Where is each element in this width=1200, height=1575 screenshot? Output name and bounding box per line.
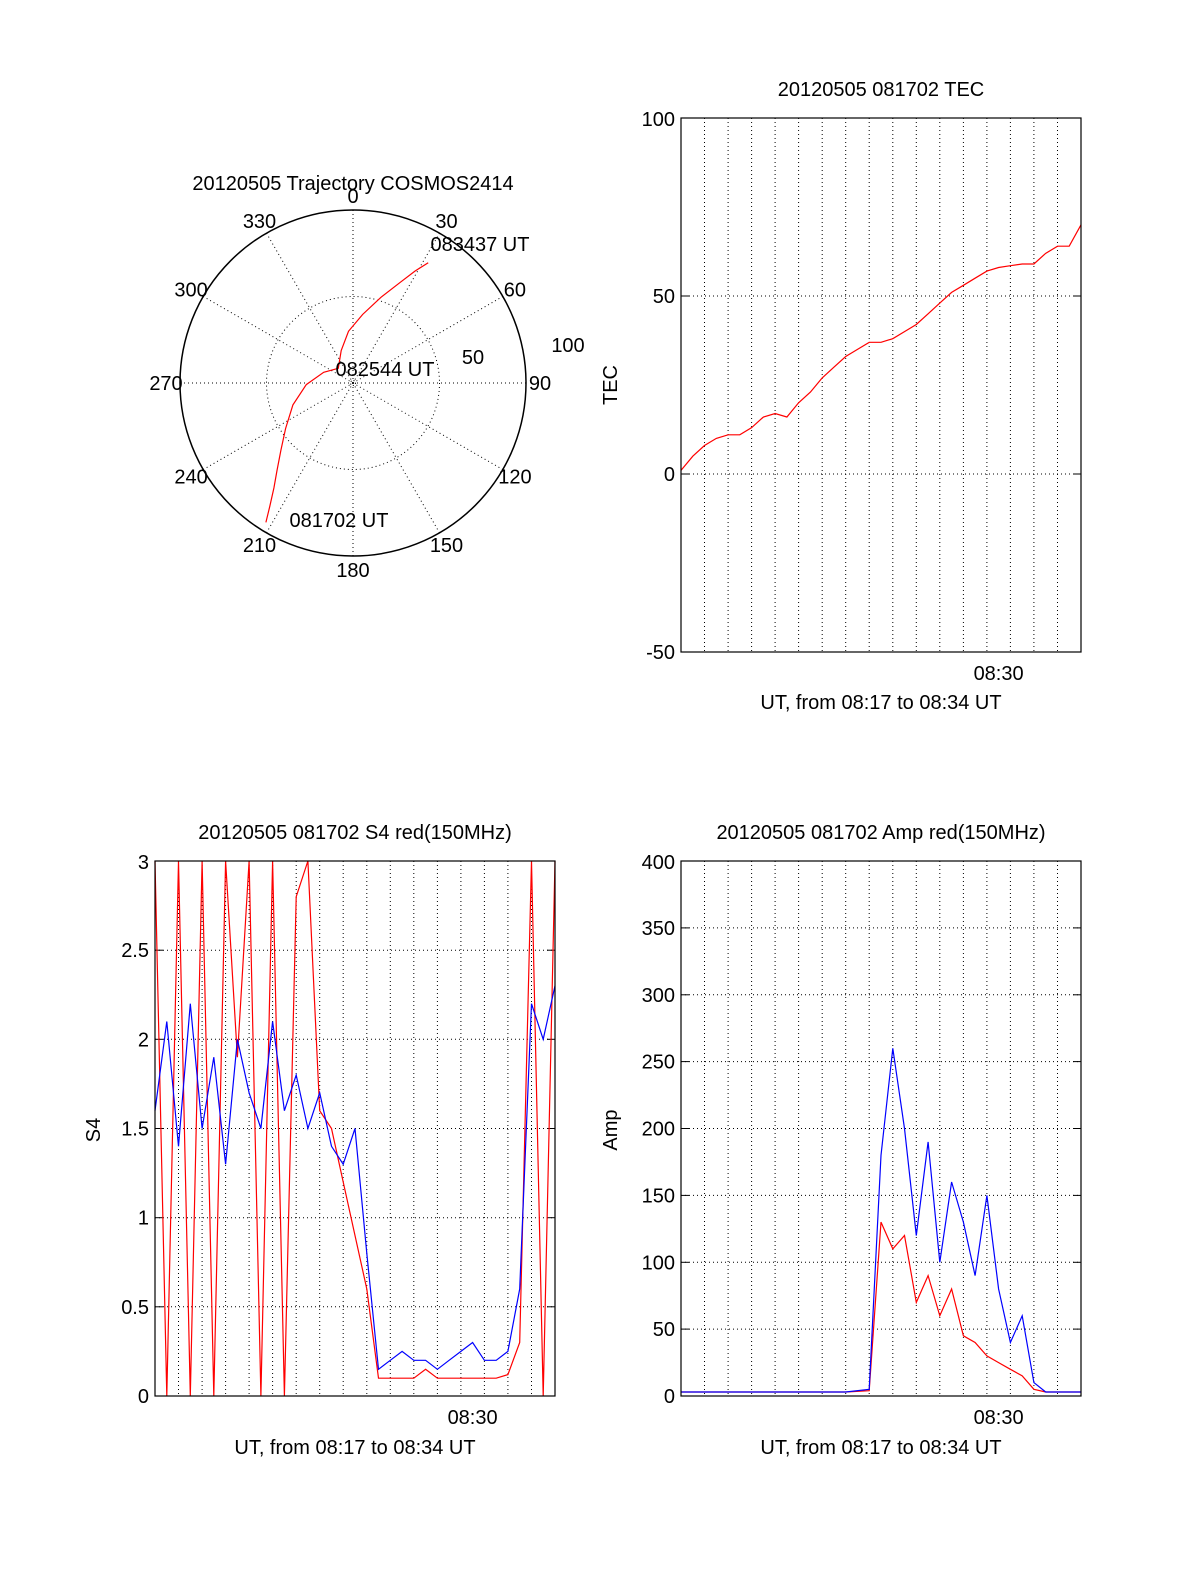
polar-time-annotation: 082544 UT — [336, 359, 435, 381]
polar-spoke — [352, 382, 504, 470]
tec-ytick-label: 0 — [664, 464, 675, 486]
polar-trajectory-line — [265, 262, 429, 523]
polar-radial-label: 100 — [551, 335, 584, 357]
s4-ylabel: S4 — [83, 1118, 105, 1142]
s4-plot: 20120505 081702 S4 red(150MHz) UT, from … — [83, 822, 556, 1459]
polar-time-annotation: 083437 UT — [431, 234, 530, 256]
amp-series-line — [681, 1221, 1081, 1393]
amp-ylabel: Amp — [600, 1109, 622, 1150]
polar-angle-label: 150 — [430, 535, 463, 557]
polar-angle-label: 180 — [336, 560, 369, 582]
amp-ytick-label: 200 — [642, 1119, 675, 1141]
s4-ytick-label: 0 — [138, 1386, 149, 1408]
amp-title: 20120505 081702 Amp red(150MHz) — [716, 822, 1045, 844]
tec-ylabel: TEC — [600, 365, 622, 405]
s4-series-line — [154, 860, 556, 1397]
polar-angle-label: 300 — [174, 280, 207, 302]
polar-outer-ring — [179, 209, 527, 557]
amp-ytick-label: 350 — [642, 918, 675, 940]
amp-axes-frame — [680, 860, 1082, 1397]
amp-ytick-label: 300 — [642, 985, 675, 1007]
s4-ytick-label: 1.5 — [121, 1119, 149, 1141]
polar-center-ring — [350, 380, 356, 386]
s4-ytick-label: 1 — [138, 1208, 149, 1230]
polar-angle-label: 0 — [347, 186, 358, 208]
polar-trajectory-plot: 20120505 Trajectory COSMOS2414 0 30 60 90 12… — [149, 173, 584, 582]
amp-xtick-label: 08:30 — [974, 1407, 1024, 1429]
polar-angle-label: 120 — [498, 467, 531, 489]
tec-axes-frame — [680, 117, 1082, 653]
tec-ytick-label: 100 — [642, 109, 675, 131]
amp-ytick-label: 100 — [642, 1252, 675, 1274]
tec-title: 20120505 081702 TEC — [778, 79, 984, 101]
amp-series-line — [681, 1048, 1081, 1393]
amp-ytick-label: 150 — [642, 1185, 675, 1207]
polar-angle-label: 210 — [243, 535, 276, 557]
amp-ytick-label: 0 — [664, 1386, 675, 1408]
tec-xlabel: UT, from 08:17 to 08:34 UT — [760, 692, 1001, 714]
tec-ytick-label: -50 — [646, 642, 675, 664]
polar-spoke — [266, 232, 354, 384]
s4-ytick-label: 0.5 — [121, 1297, 149, 1319]
polar-angle-label: 240 — [174, 467, 207, 489]
s4-xtick-label: 08:30 — [448, 1407, 498, 1429]
s4-series-line — [154, 985, 556, 1371]
polar-spoke — [352, 382, 440, 534]
tec-xtick-label: 08:30 — [974, 663, 1024, 685]
s4-axes-frame — [154, 860, 556, 1397]
tec-plot: 20120505 081702 TEC UT, from 08:17 to 08… — [600, 79, 1082, 714]
polar-ring — [266, 296, 440, 470]
s4-ytick-label: 2 — [138, 1029, 149, 1051]
amp-ytick-label: 50 — [653, 1319, 675, 1341]
polar-angle-label: 60 — [504, 280, 526, 302]
polar-spoke — [352, 296, 504, 384]
polar-spoke — [352, 232, 440, 384]
polar-spoke — [202, 382, 354, 470]
amp-ytick-label: 400 — [642, 852, 675, 874]
polar-angle-label: 30 — [435, 211, 457, 233]
polar-radial-label: 50 — [462, 347, 484, 369]
polar-title: 20120505 Trajectory COSMOS2414 — [192, 173, 513, 195]
amp-xlabel: UT, from 08:17 to 08:34 UT — [760, 1437, 1001, 1459]
polar-time-annotation: 081702 UT — [290, 510, 389, 532]
polar-spoke — [202, 296, 354, 384]
s4-xlabel: UT, from 08:17 to 08:34 UT — [234, 1437, 475, 1459]
polar-spoke — [266, 382, 354, 534]
s4-ytick-label: 3 — [138, 852, 149, 874]
polar-angle-label: 270 — [149, 373, 182, 395]
amp-plot: 20120505 081702 Amp red(150MHz) UT, from… — [600, 822, 1082, 1459]
polar-angle-label: 90 — [529, 373, 551, 395]
tec-ytick-label: 50 — [653, 286, 675, 308]
polar-angle-label: 330 — [243, 211, 276, 233]
s4-title: 20120505 081702 S4 red(150MHz) — [198, 822, 512, 844]
s4-ytick-label: 2.5 — [121, 940, 149, 962]
tec-series-line — [680, 224, 1082, 471]
amp-ytick-label: 250 — [642, 1052, 675, 1074]
